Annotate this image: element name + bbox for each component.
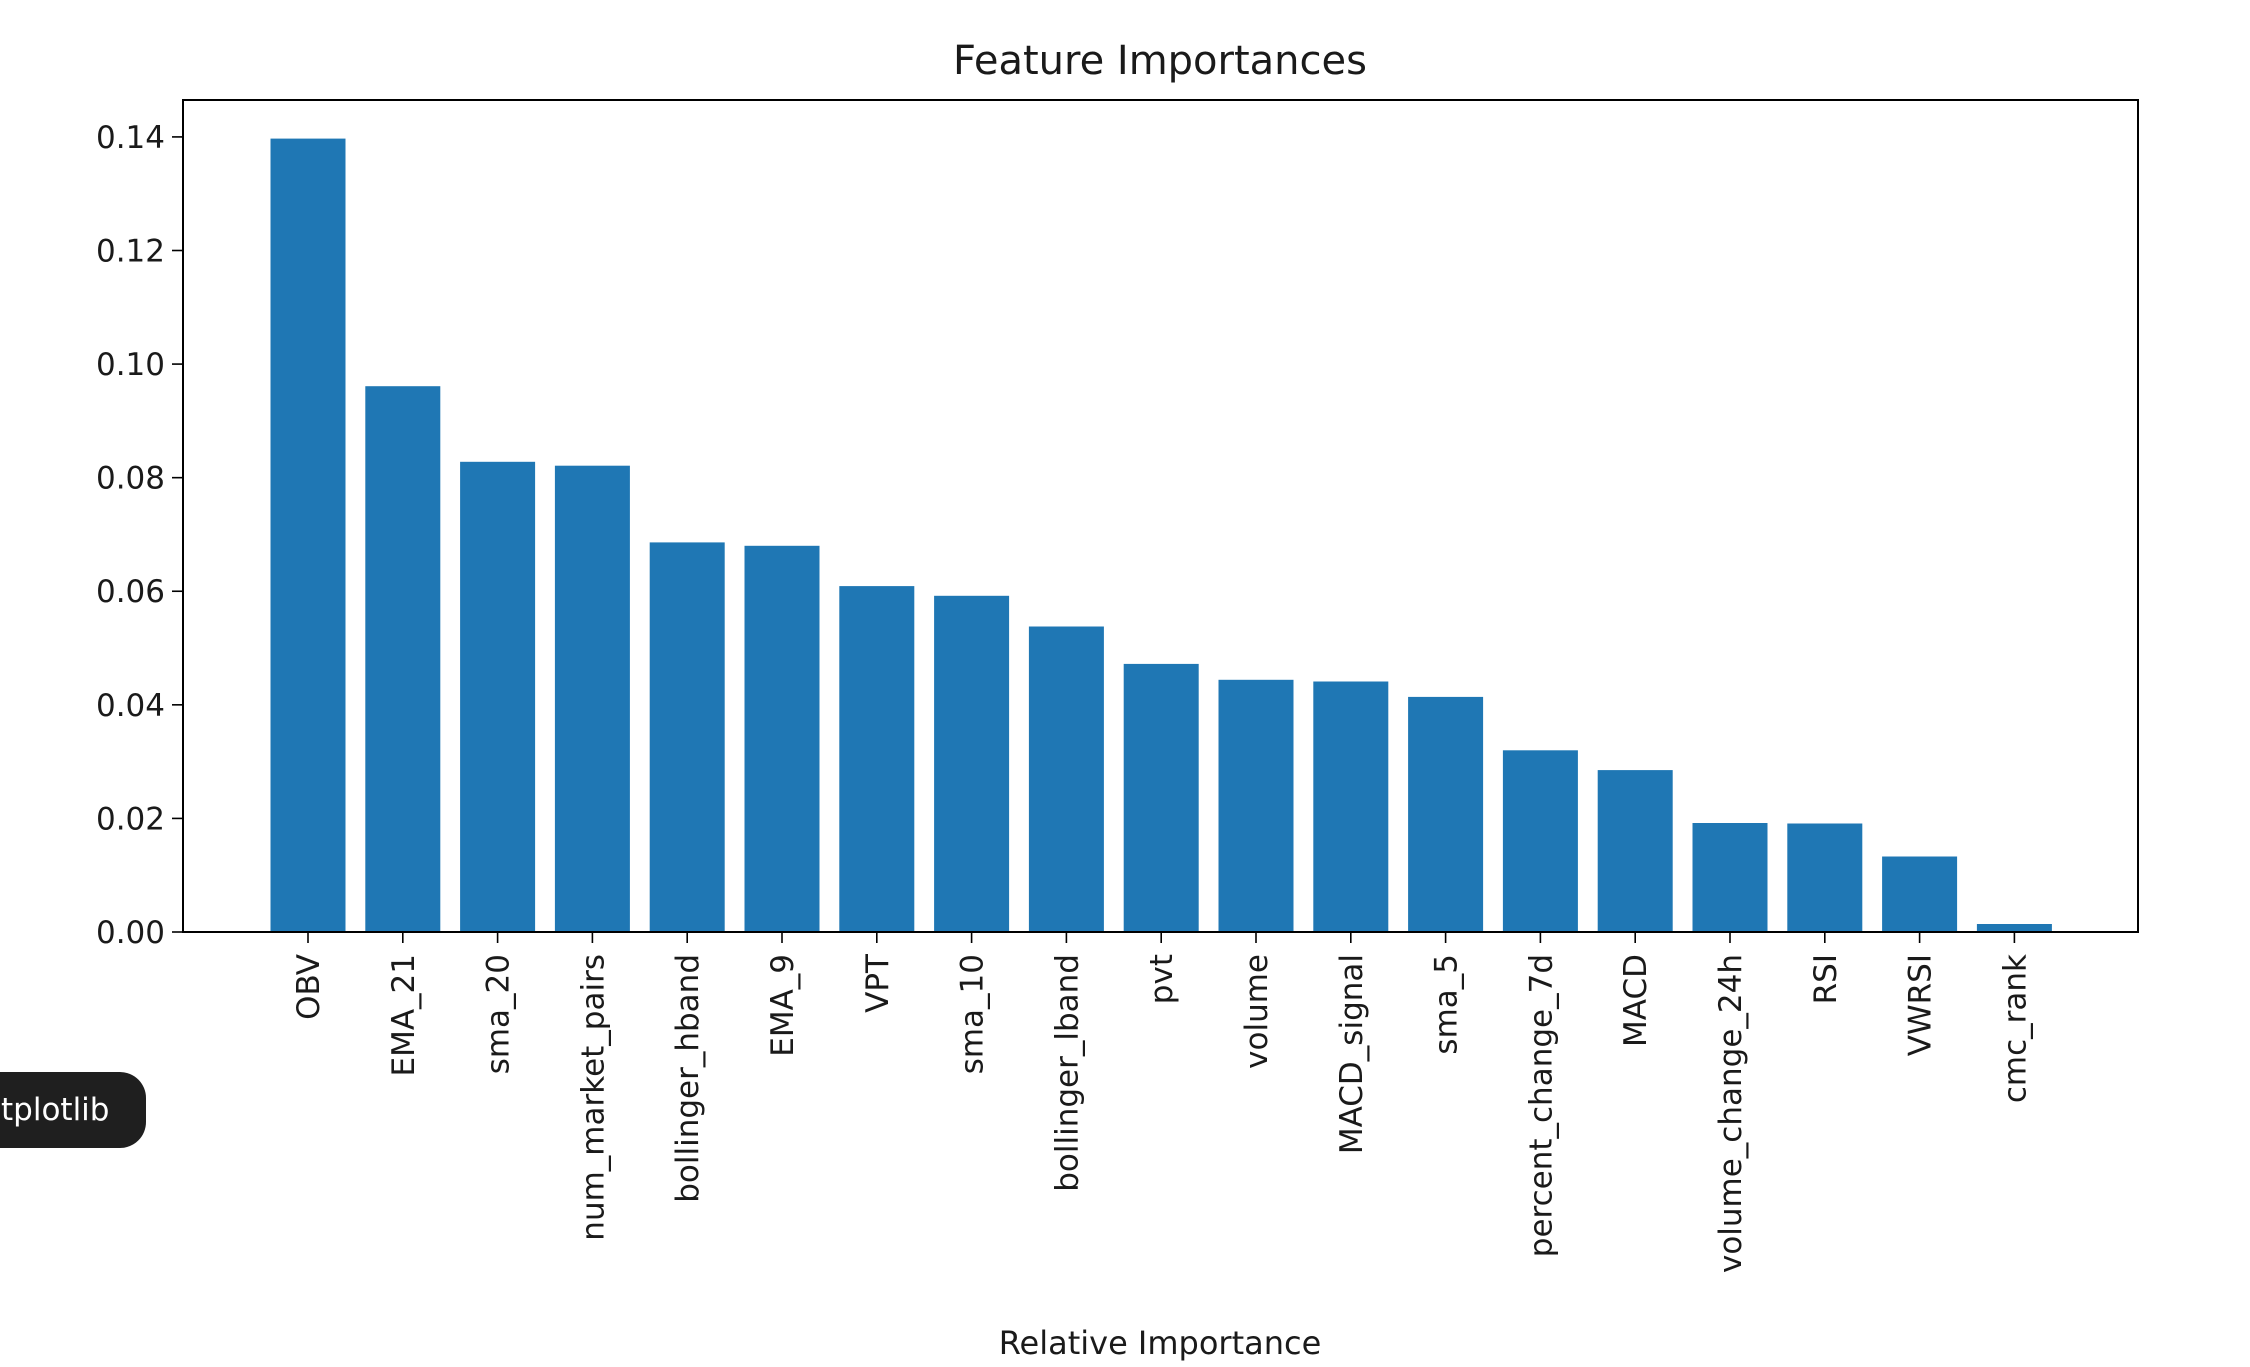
bar-ema-21 — [365, 386, 441, 932]
bar-sma-10 — [934, 595, 1010, 932]
bar-volume-change-24h — [1692, 823, 1768, 932]
x-tick-label: percent_change_7d — [1523, 954, 1559, 1257]
y-axis: 0.00 0.02 0.04 0.06 0.08 0.10 0.12 0.14 — [96, 120, 183, 951]
x-axis-label: Relative Importance — [999, 1324, 1322, 1362]
library-tooltip-chip: tplotlib — [0, 1072, 146, 1148]
chart-title: Feature Importances — [953, 38, 1367, 84]
x-tick-label: bollinger_hband — [670, 954, 706, 1203]
x-tick-label: MACD_signal — [1334, 954, 1370, 1154]
bar-rsi — [1787, 823, 1863, 932]
x-tick-label: VPT — [860, 953, 896, 1013]
bar-ema-9 — [744, 545, 820, 932]
y-tick-label: 0.08 — [96, 461, 165, 497]
bar-macd-signal — [1313, 681, 1389, 932]
bar-obv — [270, 138, 346, 933]
bar-vpt — [839, 586, 915, 932]
plot-frame — [182, 99, 2139, 933]
x-axis: OBV EMA_21 sma_20 num_market_pairs bollinger… — [291, 932, 2033, 1273]
x-tick-label: RSI — [1808, 954, 1844, 1004]
y-tick-label: 0.12 — [96, 233, 165, 269]
x-tick-label: sma_20 — [481, 954, 517, 1074]
y-tick-label: 0.10 — [96, 347, 165, 383]
x-tick-label: MACD — [1618, 954, 1654, 1047]
x-tick-label: sma_10 — [955, 954, 991, 1074]
x-tick-label: VWRSI — [1903, 954, 1939, 1056]
y-tick-label: 0.06 — [96, 574, 165, 610]
y-tick-label: 0.00 — [96, 915, 165, 951]
bars-layer — [270, 138, 2052, 933]
x-tick-label: num_market_pairs — [575, 954, 611, 1241]
bar-num-market-pairs — [554, 465, 630, 932]
x-tick-label: EMA_21 — [386, 954, 422, 1077]
x-tick-label: pvt — [1144, 954, 1180, 1004]
bar-sma-20 — [460, 461, 536, 932]
bar-sma-5 — [1408, 696, 1484, 932]
y-tick-label: 0.04 — [96, 688, 165, 724]
y-tick-label: 0.02 — [96, 801, 165, 837]
x-tick-label: sma_5 — [1429, 954, 1465, 1055]
x-tick-label: volume_change_24h — [1713, 954, 1749, 1273]
bar-volume — [1218, 679, 1294, 932]
x-tick-label: EMA_9 — [765, 954, 801, 1057]
bar-vwrsi — [1882, 856, 1958, 932]
bar-macd — [1597, 770, 1673, 932]
bar-cmc-rank — [1976, 924, 2052, 932]
bar-percent-change-7d — [1502, 750, 1578, 932]
y-tick-label: 0.14 — [96, 120, 165, 156]
x-tick-label: cmc_rank — [1997, 954, 2033, 1103]
x-tick-label: volume — [1239, 954, 1275, 1069]
bar-bollinger-lband — [1028, 626, 1104, 932]
x-tick-label: bollinger_lband — [1049, 954, 1085, 1192]
bar-bollinger-hband — [649, 542, 725, 932]
x-tick-label: OBV — [291, 954, 327, 1020]
bar-pvt — [1123, 663, 1199, 932]
